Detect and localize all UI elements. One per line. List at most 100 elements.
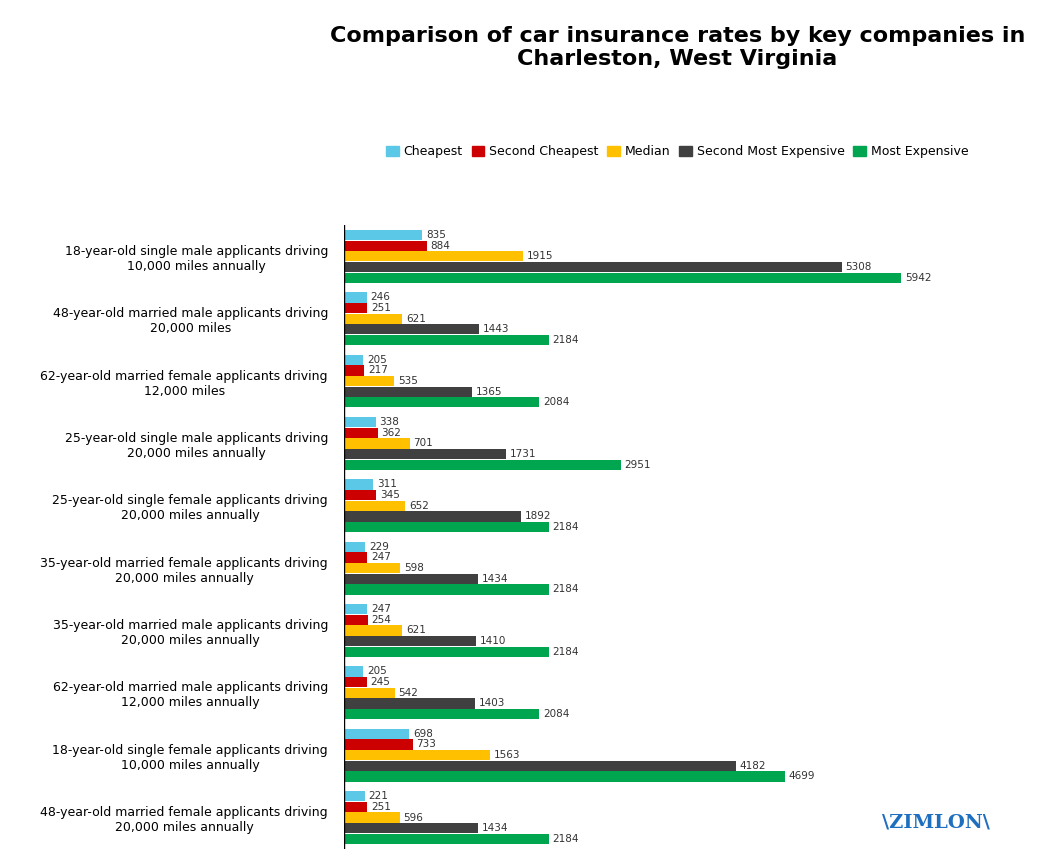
Text: 251: 251 xyxy=(371,802,391,811)
Bar xyxy=(344,698,475,708)
Bar xyxy=(344,760,736,771)
Text: 2184: 2184 xyxy=(552,522,579,532)
Bar xyxy=(344,303,368,313)
Bar xyxy=(344,273,901,283)
Text: 2184: 2184 xyxy=(552,647,579,656)
Text: 205: 205 xyxy=(367,355,387,365)
Text: 338: 338 xyxy=(379,417,399,427)
Bar xyxy=(344,604,367,614)
Bar xyxy=(344,251,523,262)
Text: \ZIMLON\: \ZIMLON\ xyxy=(882,813,990,831)
Text: 2184: 2184 xyxy=(552,834,579,843)
Text: 205: 205 xyxy=(367,667,387,676)
Text: 621: 621 xyxy=(405,313,426,324)
Bar xyxy=(344,511,521,521)
Bar xyxy=(344,490,376,501)
Bar xyxy=(344,229,422,240)
Text: 246: 246 xyxy=(371,293,391,302)
Text: 1365: 1365 xyxy=(475,387,502,397)
Text: 621: 621 xyxy=(405,625,426,636)
Text: 2951: 2951 xyxy=(624,460,651,469)
Bar xyxy=(344,791,365,801)
Text: 245: 245 xyxy=(371,677,391,687)
Bar xyxy=(344,636,476,646)
Text: 4699: 4699 xyxy=(789,772,815,781)
Bar xyxy=(344,313,402,324)
Legend: Cheapest, Second Cheapest, Median, Second Most Expensive, Most Expensive: Cheapest, Second Cheapest, Median, Secon… xyxy=(381,140,973,164)
Text: 5308: 5308 xyxy=(845,262,872,272)
Bar xyxy=(344,522,549,533)
Bar xyxy=(344,647,549,657)
Text: 652: 652 xyxy=(408,501,428,511)
Bar xyxy=(344,376,394,386)
Bar xyxy=(344,802,368,812)
Text: 229: 229 xyxy=(369,542,389,552)
Text: 1915: 1915 xyxy=(527,251,553,262)
Bar xyxy=(344,501,405,511)
Bar xyxy=(344,335,549,346)
Bar xyxy=(344,428,378,438)
Text: 1410: 1410 xyxy=(479,637,506,646)
Bar xyxy=(344,417,375,427)
Bar xyxy=(344,688,395,698)
Bar xyxy=(344,292,367,302)
Text: 542: 542 xyxy=(398,688,418,698)
Bar xyxy=(344,812,400,823)
Text: 1892: 1892 xyxy=(525,512,551,521)
Bar xyxy=(344,585,549,595)
Text: 1403: 1403 xyxy=(479,699,505,708)
Bar xyxy=(344,772,785,782)
Bar xyxy=(344,397,540,408)
Text: 311: 311 xyxy=(377,480,397,489)
Bar xyxy=(344,709,540,720)
Text: 884: 884 xyxy=(430,241,450,250)
Bar xyxy=(344,573,478,584)
Bar xyxy=(344,365,365,376)
Bar xyxy=(344,834,549,844)
Text: 1434: 1434 xyxy=(482,574,508,584)
Text: 701: 701 xyxy=(414,438,433,449)
Text: 2184: 2184 xyxy=(552,585,579,594)
Text: 4182: 4182 xyxy=(740,761,766,771)
Text: 254: 254 xyxy=(371,615,392,624)
Text: 1434: 1434 xyxy=(482,824,508,833)
Text: 2084: 2084 xyxy=(543,709,569,719)
Text: 733: 733 xyxy=(417,740,437,749)
Text: 698: 698 xyxy=(413,729,432,739)
Text: 2084: 2084 xyxy=(543,397,569,407)
Bar xyxy=(344,740,413,750)
Text: 247: 247 xyxy=(371,604,391,614)
Text: Comparison of car insurance rates by key companies in
Charleston, West Virginia: Comparison of car insurance rates by key… xyxy=(329,26,1025,69)
Bar xyxy=(344,241,427,251)
Bar xyxy=(344,823,478,833)
Text: 535: 535 xyxy=(398,376,418,386)
Text: 1443: 1443 xyxy=(482,325,510,334)
Bar xyxy=(344,324,479,334)
Bar xyxy=(344,449,506,459)
Bar xyxy=(344,438,410,449)
Text: 1563: 1563 xyxy=(494,750,521,760)
Bar xyxy=(344,262,842,272)
Bar xyxy=(344,460,621,470)
Text: 345: 345 xyxy=(380,490,400,500)
Text: 1731: 1731 xyxy=(510,449,537,459)
Text: 598: 598 xyxy=(403,563,423,573)
Bar xyxy=(344,666,363,676)
Bar xyxy=(344,386,472,397)
Bar xyxy=(344,553,367,563)
Text: 251: 251 xyxy=(371,303,391,313)
Text: 362: 362 xyxy=(381,428,401,437)
Bar xyxy=(344,541,366,552)
Text: 217: 217 xyxy=(368,365,388,375)
Text: 835: 835 xyxy=(426,230,446,240)
Bar xyxy=(344,625,402,636)
Bar xyxy=(344,563,400,573)
Text: 221: 221 xyxy=(368,792,389,801)
Text: 247: 247 xyxy=(371,553,391,562)
Text: 5942: 5942 xyxy=(904,273,932,282)
Bar xyxy=(344,677,367,688)
Bar xyxy=(344,728,410,739)
Bar xyxy=(344,615,368,625)
Bar xyxy=(344,479,373,489)
Text: 596: 596 xyxy=(403,812,423,823)
